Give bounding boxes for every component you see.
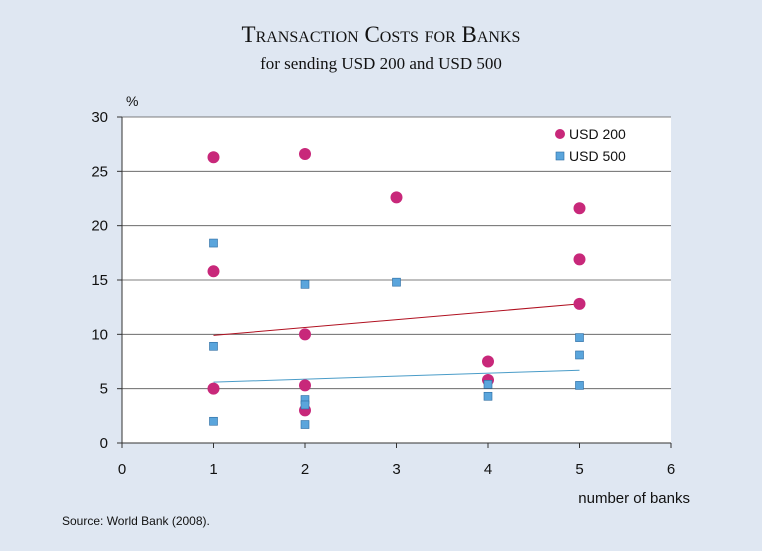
data-points: [207, 147, 586, 429]
y-tick-label: 15: [91, 272, 108, 289]
data-point-square: [483, 380, 493, 389]
x-tick-label: 5: [575, 461, 583, 478]
x-tick-label: 3: [392, 461, 400, 478]
trend-line-0: [213, 303, 580, 336]
source-note: Source: World Bank (2008).: [62, 514, 210, 528]
data-point-square: [209, 238, 218, 248]
y-tick-label: 30: [91, 109, 108, 126]
data-point-square: [483, 391, 493, 401]
legend-marker-circle: [555, 129, 565, 139]
data-point-circle: [482, 355, 494, 368]
legend: USD 200 USD 500: [555, 126, 626, 164]
y-tick-label: 10: [91, 326, 108, 343]
trend-lines: [213, 303, 580, 383]
x-tick-label: 2: [301, 461, 309, 478]
data-point-circle: [299, 328, 311, 341]
data-point-square: [209, 416, 218, 426]
data-point-circle: [207, 265, 220, 278]
chart-title: Transaction Costs for Banks: [241, 22, 521, 47]
data-point-square: [575, 333, 584, 342]
data-point-circle: [299, 147, 311, 160]
data-point-circle: [573, 202, 586, 215]
legend-label: USD 200: [569, 126, 626, 142]
y-axis-label: %: [126, 93, 138, 109]
data-point-circle: [207, 151, 220, 164]
trend-line-1: [213, 369, 580, 383]
data-point-circle: [390, 191, 403, 204]
x-axis-label: number of banks: [578, 490, 690, 507]
data-point-square: [392, 277, 401, 287]
y-tick-label: 5: [100, 381, 108, 398]
data-point-square: [575, 381, 584, 390]
data-point-circle: [573, 297, 586, 310]
data-point-square: [575, 350, 584, 360]
x-tick-label: 6: [667, 461, 675, 478]
legend-marker-square: [555, 151, 565, 161]
x-tick-label: 4: [484, 461, 492, 478]
data-point-circle: [573, 253, 586, 266]
data-point-circle: [207, 382, 220, 395]
axes: [117, 116, 672, 448]
data-point-square: [300, 420, 310, 429]
legend-label: USD 500: [569, 148, 626, 164]
data-point-square: [300, 280, 310, 289]
y-tick-label: 20: [91, 218, 108, 235]
data-point-square: [300, 400, 310, 410]
y-tick-label: 0: [100, 435, 108, 452]
chart-subtitle: for sending USD 200 and USD 500: [260, 54, 502, 73]
x-tick-label: 0: [118, 461, 126, 478]
data-point-square: [209, 341, 218, 351]
data-point-circle: [299, 379, 311, 392]
y-tick-label: 25: [91, 163, 108, 180]
x-tick-label: 1: [209, 461, 217, 478]
tick-labels: 0 5 10 15 20 25 30 0 1 2 3 4 5 6: [91, 109, 675, 478]
